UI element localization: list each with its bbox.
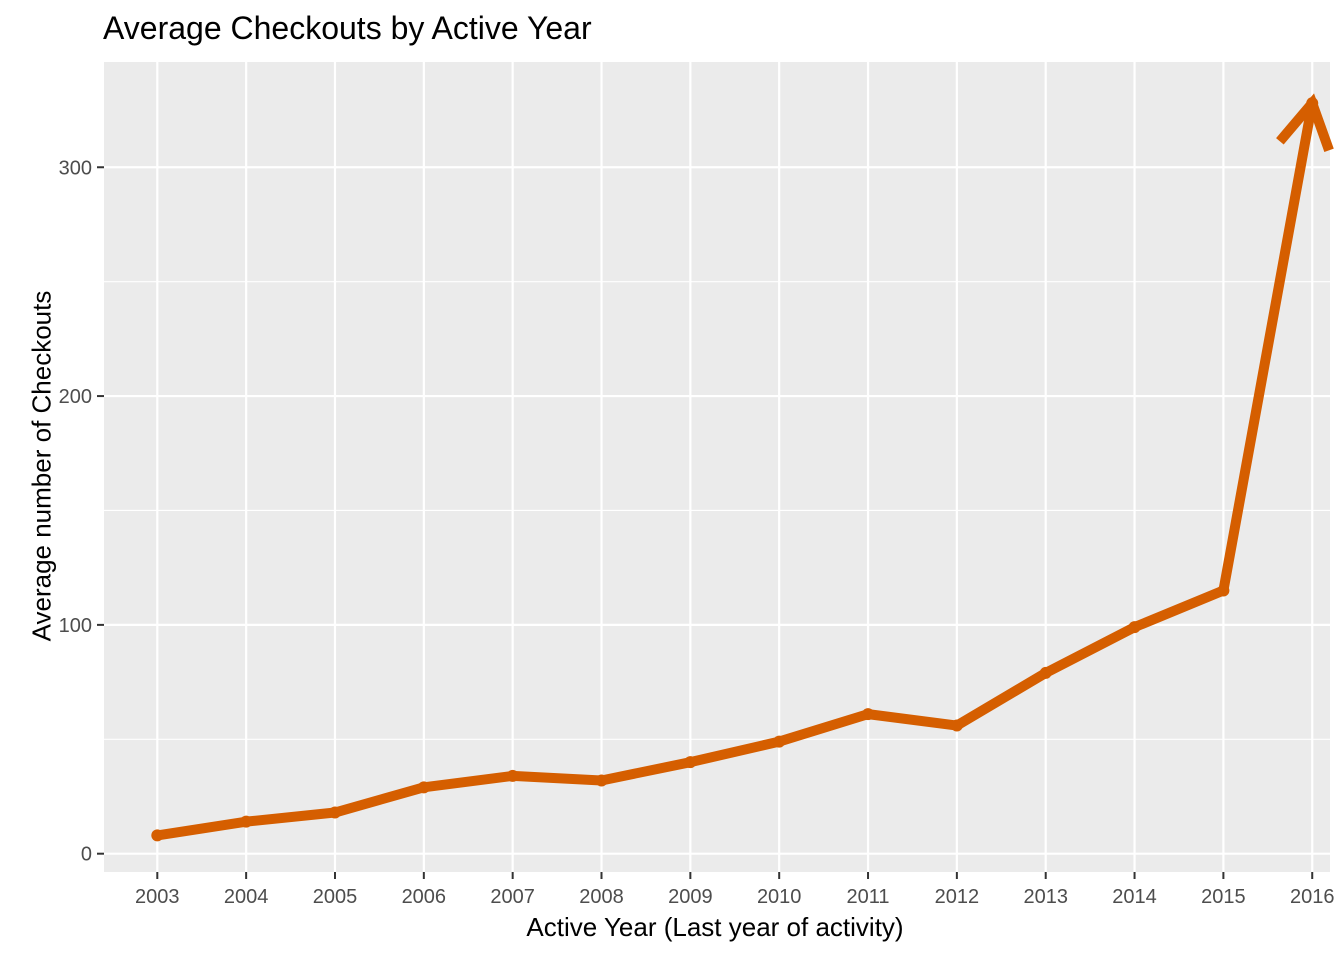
data-point: [1039, 666, 1052, 679]
data-point: [240, 815, 253, 828]
x-tick-label: 2009: [668, 886, 713, 908]
x-tick-label: 2016: [1290, 886, 1335, 908]
data-point: [1217, 584, 1230, 597]
x-tick-label: 2005: [313, 886, 358, 908]
plot-panel: [104, 62, 1330, 872]
x-tick-label: 2015: [1201, 886, 1246, 908]
x-tick-label: 2004: [224, 886, 269, 908]
y-axis-title: Average number of Checkouts: [26, 290, 57, 642]
x-tick-label: 2011: [847, 886, 890, 908]
data-point: [328, 806, 341, 819]
x-tick-label: 2010: [757, 886, 802, 908]
y-tick-label: 0: [81, 844, 92, 866]
x-tick-label: 2014: [1112, 886, 1157, 908]
x-tick-label: 2006: [402, 886, 447, 908]
y-tick-label: 100: [59, 615, 92, 637]
x-tick-label: 2007: [490, 886, 535, 908]
x-tick-label: 2008: [579, 886, 624, 908]
data-point: [773, 735, 786, 748]
data-point: [950, 719, 963, 732]
y-tick-label: 300: [59, 157, 92, 179]
data-point: [417, 781, 430, 794]
data-point: [151, 829, 164, 842]
y-tick-label: 200: [59, 386, 92, 408]
x-axis-title: Active Year (Last year of activity): [526, 912, 904, 942]
chart-title: Average Checkouts by Active Year: [103, 10, 592, 46]
data-point: [506, 769, 519, 782]
data-point: [595, 774, 608, 787]
x-tick-label: 2013: [1023, 886, 1068, 908]
series-line: [156, 102, 1318, 841]
x-tick-label: 2012: [935, 886, 980, 908]
line-arrowhead: [1276, 93, 1334, 152]
x-tick-label: 2003: [135, 886, 180, 908]
data-point: [1128, 621, 1141, 634]
data-point: [862, 708, 875, 721]
data-point: [684, 756, 697, 769]
